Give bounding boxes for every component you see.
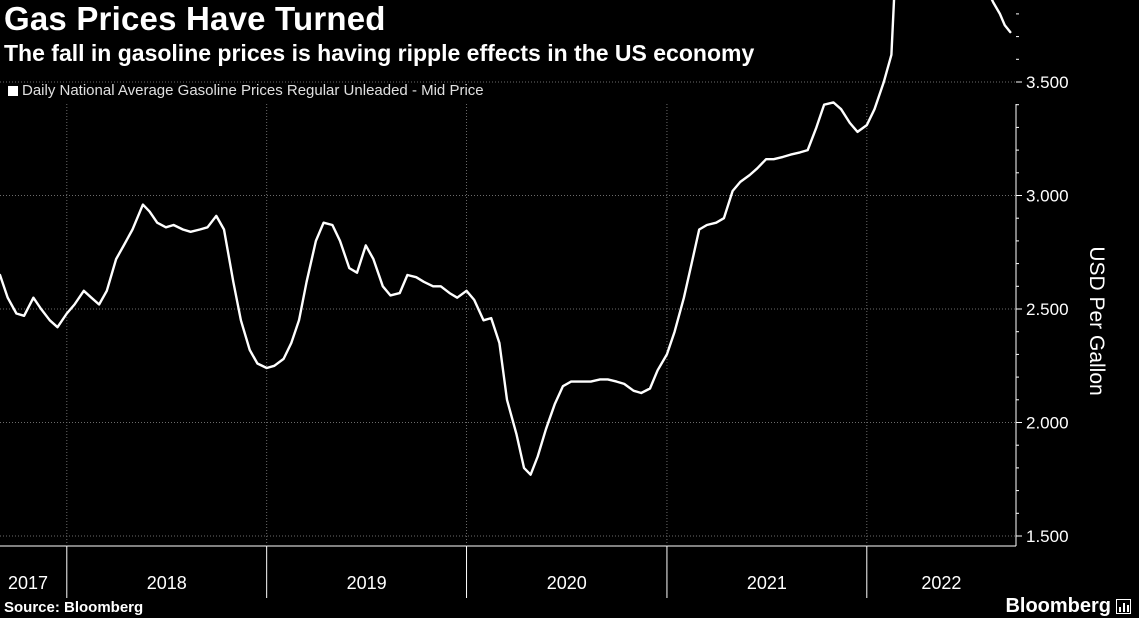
x-tick-label: 2022: [921, 573, 961, 593]
x-tick-label: 2020: [547, 573, 587, 593]
x-tick-label: 2021: [747, 573, 787, 593]
brand-name: Bloomberg: [1005, 595, 1111, 617]
chart-title: Gas Prices Have Turned: [4, 0, 386, 37]
legend: Daily National Average Gasoline Prices R…: [8, 82, 484, 99]
y-axis-label: USD Per Gallon: [1085, 246, 1108, 395]
y-tick-label: 3.500: [1026, 73, 1069, 92]
x-tick-label: 2018: [147, 573, 187, 593]
bar-chart-icon: [1116, 599, 1131, 614]
legend-label: Daily National Average Gasoline Prices R…: [22, 82, 484, 99]
y-tick-label: 3.000: [1026, 187, 1069, 206]
brand-logo: Bloomberg: [1005, 595, 1131, 618]
y-tick-label: 1.500: [1026, 527, 1069, 546]
x-tick-label: 2019: [347, 573, 387, 593]
y-tick-label: 2.500: [1026, 300, 1069, 319]
source-note: Source: Bloomberg: [4, 599, 144, 616]
y-tick-label: 2.000: [1026, 414, 1069, 433]
series-line: [0, 0, 1012, 476]
x-tick-label: 2017: [8, 573, 48, 593]
chart-subtitle: The fall in gasoline prices is having ri…: [4, 40, 755, 66]
legend-swatch: [8, 85, 18, 96]
